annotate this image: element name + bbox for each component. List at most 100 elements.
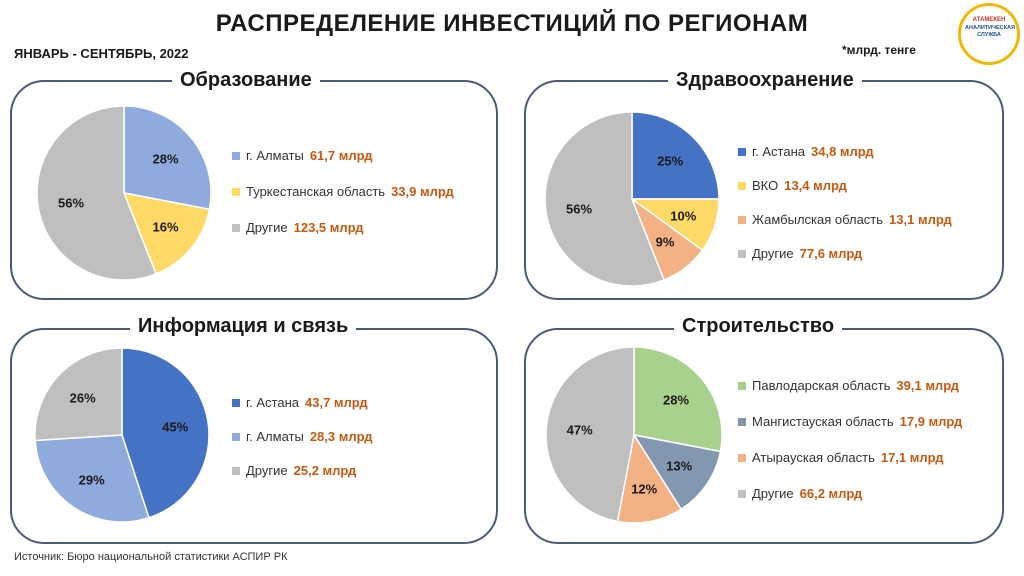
- panel-title-education: Образование: [172, 69, 320, 92]
- pie-slice: [545, 346, 635, 523]
- pie-slice: [34, 347, 123, 442]
- legend-label: г. Алматы: [246, 429, 304, 444]
- legend-item: Другие 25,2 млрд: [232, 463, 356, 478]
- legend-swatch: [738, 215, 746, 224]
- pie-slice: [631, 111, 720, 200]
- legend-value: 66,2 млрд: [799, 486, 863, 501]
- panel-title-construction: Строительство: [674, 315, 843, 338]
- pie-slice: [122, 192, 211, 275]
- legend-item: Другие 77,6 млрд: [738, 246, 862, 261]
- slice-percent-label: 56%: [565, 201, 593, 217]
- legend-swatch: [232, 432, 240, 441]
- legend-label: ВКО: [752, 178, 779, 193]
- legend-value: 39,1 млрд: [896, 378, 960, 393]
- slice-percent-label: 12%: [631, 481, 658, 497]
- legend-swatch: [738, 381, 746, 390]
- legend-swatch: [738, 489, 746, 498]
- legend-item: Жамбылская область 13,1 млрд: [738, 212, 952, 227]
- pie-svg: [36, 105, 212, 281]
- pie-svg: [544, 111, 720, 287]
- legend-label: г. Алматы: [246, 148, 304, 163]
- pie-slice: [36, 105, 158, 281]
- legend-swatch: [232, 398, 240, 407]
- legend-value: 33,9 млрд: [391, 184, 454, 199]
- legend-label: Атырауская область: [752, 450, 875, 465]
- legend-item: Другие 123,5 млрд: [232, 220, 364, 235]
- legend-item: Атырауская область 17,1 млрд: [738, 450, 944, 465]
- legend-item: г. Алматы 61,7 млрд: [232, 148, 373, 163]
- slice-percent-label: 45%: [162, 419, 189, 435]
- legend-label: Другие: [752, 486, 794, 501]
- legend-swatch: [232, 187, 240, 196]
- slice-percent-label: 56%: [57, 195, 85, 211]
- pie-slice: [616, 432, 683, 524]
- legend-swatch: [738, 249, 746, 258]
- slice-percent-label: 26%: [69, 390, 96, 406]
- legend-item: ВКО 13,4 млрд: [738, 178, 847, 193]
- legend-value: 123,5 млрд: [293, 220, 364, 235]
- pie-svg: [34, 347, 210, 523]
- legend-swatch: [738, 453, 746, 462]
- logo-brand-text: АТАМЕКЕН: [972, 17, 1006, 23]
- source-note: Источник: Бюро национальной статистики А…: [14, 551, 288, 563]
- legend-value: 17,9 млрд: [899, 414, 963, 429]
- legend-item: Павлодарская область 39,1 млрд: [738, 378, 959, 393]
- legend-item: г. Алматы 28,3 млрд: [232, 429, 373, 444]
- legend-label: Другие: [752, 246, 794, 261]
- legend-label: Другие: [246, 220, 288, 235]
- legend-item: г. Астана 34,8 млрд: [738, 144, 874, 159]
- legend-value: 34,8 млрд: [811, 144, 874, 159]
- slice-percent-label: 25%: [657, 153, 684, 169]
- slice-percent-label: 10%: [670, 208, 697, 224]
- legend-item: Туркестанская область 33,9 млрд: [232, 184, 454, 199]
- slice-percent-label: 9%: [655, 234, 675, 250]
- pie-slice: [121, 347, 210, 519]
- legend-label: Павлодарская область: [752, 378, 891, 393]
- legend-value: 28,3 млрд: [309, 429, 373, 444]
- legend-label: Другие: [246, 463, 288, 478]
- pie-slice: [34, 434, 150, 523]
- legend-label: г. Астана: [752, 144, 805, 159]
- legend-value: 25,2 млрд: [293, 463, 357, 478]
- legend-item: Мангистауская область 17,9 млрд: [738, 414, 962, 429]
- period-label: ЯНВАРЬ - СЕНТЯБРЬ, 2022: [14, 46, 189, 61]
- legend-swatch: [232, 223, 240, 232]
- unit-note: *млрд. тенге: [842, 43, 916, 57]
- slice-percent-label: 29%: [78, 472, 105, 488]
- atameken-logo: АТАМЕКЕН АНАЛИТИЧЕСКАЯ СЛУЖБА: [958, 3, 1020, 65]
- legend-value: 61,7 млрд: [309, 148, 373, 163]
- legend-value: 77,6 млрд: [799, 246, 863, 261]
- pie-svg: [545, 346, 723, 524]
- legend-value: 13,1 млрд: [889, 212, 952, 227]
- slice-percent-label: 13%: [666, 458, 693, 474]
- slice-percent-label: 47%: [566, 422, 593, 438]
- legend-value: 13,4 млрд: [784, 178, 847, 193]
- panel-title-healthcare: Здравоохранение: [668, 69, 862, 92]
- pie-construction: 28% 13% 12% 47%: [544, 345, 724, 525]
- slice-percent-label: 28%: [152, 151, 179, 167]
- pie-healthcare: 25% 10% 9% 56%: [543, 110, 721, 288]
- legend-label: Туркестанская область: [246, 184, 386, 199]
- pie-slice: [544, 111, 666, 287]
- panel-title-ict: Информация и связь: [130, 315, 357, 338]
- legend-swatch: [738, 147, 746, 156]
- slice-percent-label: 16%: [152, 219, 179, 235]
- legend-label: Жамбылская область: [752, 212, 884, 227]
- legend-swatch: [232, 466, 240, 475]
- page-title: РАСПРЕДЕЛЕНИЕ ИНВЕСТИЦИЙ ПО РЕГИОНАМ: [215, 10, 809, 37]
- pie-education: 28% 16% 56%: [35, 104, 213, 282]
- legend-label: г. Астана: [246, 395, 299, 410]
- legend-item: Другие 66,2 млрд: [738, 486, 862, 501]
- legend-swatch: [738, 417, 746, 426]
- pie-slice: [123, 105, 212, 211]
- legend-label: Мангистауская область: [752, 414, 894, 429]
- legend-swatch: [232, 151, 240, 160]
- pie-slice: [632, 433, 722, 511]
- legend-value: 17,1 млрд: [880, 450, 944, 465]
- legend-item: г. Астана 43,7 млрд: [232, 395, 368, 410]
- logo-service-text: АНАЛИТИЧЕСКАЯ СЛУЖБА: [965, 25, 1015, 38]
- pie-slice: [633, 346, 723, 453]
- slice-percent-label: 28%: [663, 392, 690, 408]
- pie-ict: 45% 29% 26%: [33, 346, 211, 524]
- legend-value: 43,7 млрд: [305, 395, 368, 410]
